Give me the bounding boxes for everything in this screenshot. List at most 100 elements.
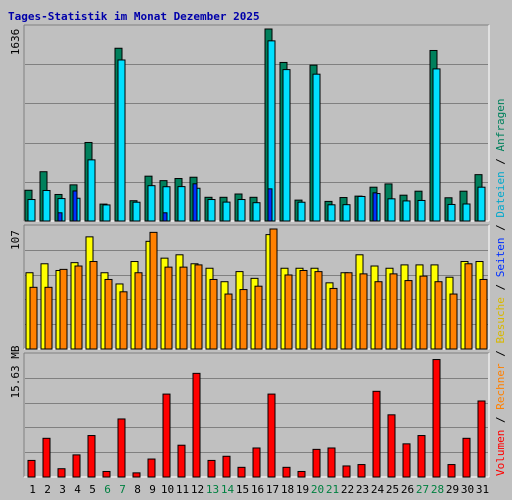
volumen-bar — [147, 458, 156, 478]
dateien-bar — [42, 189, 51, 222]
dateien-bar — [237, 199, 246, 222]
rechner-bar — [449, 293, 458, 350]
volumen-bar — [252, 447, 261, 478]
dateien-bar — [222, 201, 231, 222]
dateien-bar — [477, 186, 486, 222]
volumen-bar — [402, 443, 411, 478]
x-tick-label: 30 — [461, 483, 474, 496]
plot-panel-1 — [24, 25, 489, 221]
rechner-bar — [404, 280, 413, 350]
rechner-bar — [389, 273, 398, 350]
dateien-bar — [102, 204, 111, 222]
volumen-bar — [192, 372, 201, 478]
x-tick-label: 27 — [416, 483, 429, 496]
x-tick-label: 3 — [59, 483, 66, 496]
rechner-bar — [119, 291, 128, 350]
legend-separator: / — [494, 151, 507, 171]
seiten-bar — [162, 212, 168, 222]
rechner-bar — [149, 231, 158, 350]
x-tick-label: 4 — [74, 483, 81, 496]
volumen-bar — [462, 437, 471, 478]
volumen-bar — [297, 470, 306, 478]
rechner-bar — [104, 278, 113, 350]
x-tick-label: 28 — [431, 483, 444, 496]
legend-dateien: Dateien — [494, 171, 507, 217]
volumen-bar — [282, 466, 291, 478]
x-tick-label: 25 — [386, 483, 399, 496]
x-tick-label: 9 — [149, 483, 156, 496]
rechner-bar — [374, 281, 383, 350]
chart-title: Tages-Statistik im Monat Dezember 2025 — [8, 10, 260, 23]
dateien-bar — [147, 185, 156, 222]
volumen-bar — [27, 459, 36, 478]
x-tick-label: 16 — [251, 483, 264, 496]
x-tick-label: 18 — [281, 483, 294, 496]
volumen-bar — [387, 414, 396, 478]
rechner-bar — [479, 278, 488, 350]
volumen-bar — [222, 455, 231, 478]
dateien-bar — [27, 199, 36, 222]
x-tick-label: 23 — [356, 483, 369, 496]
volumen-bar — [72, 454, 81, 478]
dateien-bar — [282, 69, 291, 222]
seiten-bar — [72, 190, 78, 222]
x-tick-label: 15 — [236, 483, 249, 496]
x-tick-label: 17 — [266, 483, 279, 496]
legend-anfragen: Anfragen — [494, 98, 507, 151]
volumen-bar — [312, 448, 321, 478]
volumen-bar — [42, 437, 51, 478]
volumen-bar — [357, 464, 366, 478]
rechner-bar — [359, 273, 368, 350]
axis-max-label: 107 — [9, 230, 22, 250]
rechner-bar — [434, 281, 443, 350]
legend-separator: / — [494, 410, 507, 430]
x-tick-label: 20 — [311, 483, 324, 496]
x-tick-label: 5 — [89, 483, 96, 496]
seiten-bar — [372, 192, 378, 222]
rechner-bar — [29, 286, 38, 350]
dateien-bar — [432, 68, 441, 222]
rechner-bar — [269, 228, 278, 350]
dateien-bar — [312, 73, 321, 222]
rechner-bar — [299, 269, 308, 350]
rechner-bar — [254, 285, 263, 350]
volumen-bar — [237, 466, 246, 478]
x-tick-label: 31 — [476, 483, 489, 496]
rechner-bar — [329, 287, 338, 350]
x-tick-label: 26 — [401, 483, 414, 496]
dateien-bar — [87, 159, 96, 222]
x-tick-label: 22 — [341, 483, 354, 496]
volumen-bar — [327, 447, 336, 478]
x-tick-label: 13 — [206, 483, 219, 496]
x-tick-label: 14 — [221, 483, 235, 496]
volumen-bar — [132, 472, 141, 478]
rechner-bar — [209, 278, 218, 350]
x-tick-label: 2 — [44, 483, 51, 496]
legend-separator: / — [494, 218, 507, 238]
legend-label: Volumen / Rechner / Besuche / Seiten / D… — [494, 98, 507, 476]
x-tick-label: 8 — [134, 483, 141, 496]
dateien-bar — [387, 198, 396, 222]
dateien-bar — [297, 201, 306, 222]
rechner-bar — [419, 275, 428, 350]
dateien-bar — [252, 202, 261, 222]
volumen-bar — [57, 468, 66, 478]
x-tick-label: 10 — [161, 483, 174, 496]
dateien-bar — [402, 200, 411, 222]
x-tick-label: 6 — [104, 483, 111, 496]
x-tick-label: 19 — [296, 483, 309, 496]
rechner-bar — [44, 286, 53, 350]
dateien-bar — [342, 204, 351, 222]
rechner-bar — [59, 268, 68, 350]
seiten-bar — [57, 212, 63, 222]
axis-max-label: 15.63 MB — [9, 345, 22, 398]
x-tick-label: 12 — [191, 483, 204, 496]
rechner-bar — [179, 266, 188, 350]
dateien-bar — [357, 195, 366, 222]
volumen-bar — [267, 393, 276, 478]
volumen-bar — [162, 393, 171, 478]
dateien-bar — [447, 203, 456, 222]
dateien-bar — [417, 199, 426, 222]
